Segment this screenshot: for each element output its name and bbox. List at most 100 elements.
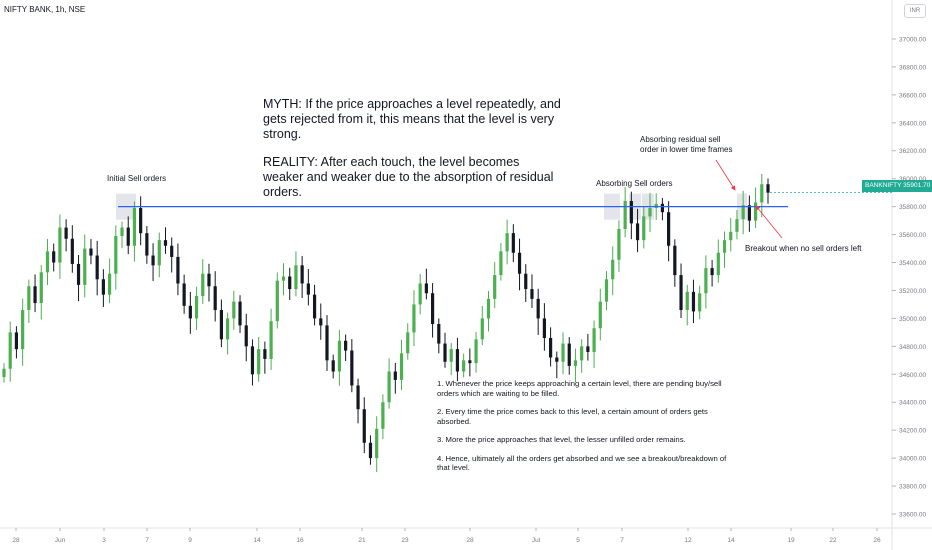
candle-body <box>418 283 422 305</box>
candle-body <box>70 238 74 264</box>
candle-body <box>275 280 279 322</box>
candle-body <box>375 428 379 459</box>
candle-body <box>201 273 205 297</box>
x-tick-label: 21 <box>358 537 366 544</box>
candle-body <box>698 293 702 312</box>
candle-body <box>406 332 410 354</box>
candle-body <box>21 310 25 350</box>
candle-body <box>263 349 267 359</box>
candle-body <box>455 349 460 372</box>
candle-body <box>561 343 565 362</box>
breakout-label: Breakout when no sell orders left <box>745 244 862 253</box>
candle-body <box>306 283 310 295</box>
candle-body <box>151 255 155 266</box>
candle-body <box>493 275 497 299</box>
candle-body <box>586 346 590 352</box>
candle-body <box>580 346 584 361</box>
candle-body <box>33 286 37 304</box>
note-1: 1. Whenever the price keeps approaching … <box>437 379 722 398</box>
candle-body <box>139 208 143 234</box>
candle-body <box>213 286 217 311</box>
y-tick-label: 34400.00 <box>899 400 926 407</box>
candle-body <box>722 240 727 253</box>
candle-body <box>660 203 665 213</box>
x-tick-label: 7 <box>145 537 149 544</box>
candle-body <box>393 371 397 380</box>
arrow-breakout <box>755 205 783 239</box>
x-tick-label: 23 <box>401 537 409 544</box>
y-tick-label: 34600.00 <box>899 372 926 379</box>
x-tick-label: Jun <box>55 537 66 544</box>
candle-body <box>480 318 484 340</box>
x-tick-label: 12 <box>684 537 692 544</box>
candle-body <box>642 216 646 241</box>
candle-body <box>145 233 149 256</box>
candle-body <box>530 289 534 299</box>
candle-body <box>325 325 329 361</box>
candle-body <box>83 248 87 285</box>
candle-body <box>760 184 764 203</box>
absorbing-residual-label: Absorbing residual sell order in lower t… <box>640 135 733 154</box>
candle-body <box>194 296 199 319</box>
candle-body <box>331 360 335 372</box>
candle-body <box>337 340 342 372</box>
candle-body <box>685 291 689 311</box>
candle-body <box>474 339 478 364</box>
candle-body <box>486 298 491 319</box>
candle-body <box>27 286 31 311</box>
candle-body <box>524 273 528 290</box>
candle-body <box>468 360 472 364</box>
candle-body <box>294 265 298 290</box>
candle-body <box>344 340 348 351</box>
candle-body <box>710 268 714 276</box>
currency-badge[interactable]: INR <box>904 4 926 18</box>
candle-body <box>511 233 515 253</box>
candle-body <box>592 328 596 352</box>
candle-body <box>250 346 255 375</box>
candle-body <box>679 275 683 311</box>
candle-body <box>462 360 466 372</box>
candle-body <box>673 245 677 276</box>
candle-body <box>449 349 453 362</box>
candle-body <box>107 273 112 295</box>
candle-body <box>170 245 174 257</box>
x-tick-label: 28 <box>466 537 474 544</box>
candle-body <box>120 227 124 236</box>
symbol-title: NIFTY BANK, 1h, NSE <box>4 5 86 14</box>
candle-body <box>766 184 770 193</box>
x-tick-label: 14 <box>727 537 735 544</box>
candle-body <box>356 385 360 410</box>
candle-body <box>505 233 509 252</box>
x-tick-label: Jul <box>532 537 541 544</box>
candle-body <box>430 293 435 324</box>
candle-body <box>753 202 758 221</box>
candle-body <box>617 228 621 260</box>
candle-body <box>716 252 720 276</box>
y-tick-label: 34800.00 <box>899 344 926 351</box>
candle-body <box>549 337 553 358</box>
candle-body <box>14 332 19 350</box>
candle-body <box>269 321 273 359</box>
candle-body <box>58 227 62 263</box>
candle-body <box>207 273 211 287</box>
candle-body <box>132 208 137 246</box>
candle-body <box>629 201 633 224</box>
candle-body <box>232 301 236 319</box>
candle-body <box>387 371 391 403</box>
notes-text: 1. Whenever the price keeps approaching … <box>437 379 737 482</box>
y-tick-label: 34000.00 <box>899 456 926 463</box>
candle-body <box>157 240 161 266</box>
candle-body <box>368 442 373 459</box>
candle-body <box>542 318 546 338</box>
candle-body <box>312 294 317 319</box>
y-tick-label: 35400.00 <box>899 260 926 267</box>
myth-reality-text: MYTH: If the price approaches a level re… <box>263 97 563 213</box>
candle-body <box>288 276 292 290</box>
candle-body <box>257 349 261 375</box>
y-tick-label: 33800.00 <box>899 484 926 491</box>
x-tick-label: 16 <box>296 537 304 544</box>
candle-body <box>704 268 708 294</box>
y-tick-label: 33600.00 <box>899 512 926 519</box>
reality-text: REALITY: After each touch, the level bec… <box>263 155 554 199</box>
candle-body <box>114 235 118 274</box>
